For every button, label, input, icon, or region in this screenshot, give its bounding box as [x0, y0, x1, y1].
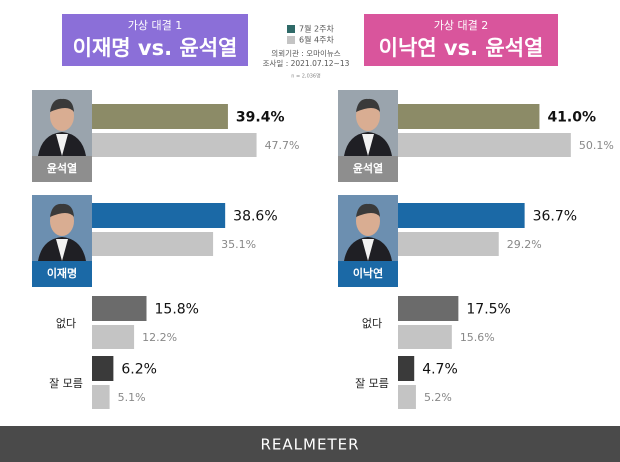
bar: [92, 296, 147, 321]
candidate-box: [338, 156, 398, 182]
legend-swatch: [287, 36, 295, 44]
sample-size: n = 2,036명: [291, 73, 320, 80]
value-label: 12.2%: [142, 331, 177, 344]
category-label: 잘 모름: [355, 377, 389, 390]
legend-label: 7월 2주차: [299, 24, 334, 34]
bar: [398, 104, 540, 129]
chart-subtitle: 가상 대결 1: [128, 19, 182, 32]
footer-brand: REALMETER: [261, 436, 360, 454]
value-label: 6.2%: [121, 362, 157, 378]
value-label: 5.2%: [424, 391, 452, 404]
source: 조사일 : 2021.07.12~13: [263, 59, 350, 68]
value-label: 17.5%: [466, 302, 510, 318]
header-box: [62, 14, 248, 66]
bar: [92, 356, 114, 381]
category-label: 잘 모름: [49, 377, 83, 390]
photo-shirt: [56, 239, 68, 261]
photo-hair: [50, 203, 74, 217]
candidate-box: [338, 261, 398, 287]
value-label: 35.1%: [221, 238, 256, 251]
candidate-box: [32, 261, 92, 287]
legend-label: 6월 4주차: [299, 35, 334, 45]
photo-hair: [356, 203, 380, 217]
value-label: 29.2%: [507, 238, 542, 251]
photo-hair: [356, 98, 380, 112]
bar: [92, 133, 257, 157]
footer-band: [0, 426, 620, 462]
bar: [398, 325, 452, 349]
bar: [398, 296, 459, 321]
bar: [398, 356, 415, 381]
value-label: 47.7%: [265, 139, 300, 152]
bar: [92, 232, 214, 256]
header-box: [364, 14, 558, 66]
value-label: 5.1%: [118, 391, 146, 404]
category-label: 없다: [56, 317, 76, 330]
bar: [398, 232, 499, 256]
value-label: 15.6%: [460, 331, 495, 344]
category-label: 윤석열: [353, 161, 383, 175]
bar: [398, 203, 525, 228]
bar: [398, 133, 571, 157]
legend-swatch: [287, 25, 295, 33]
bar: [92, 325, 135, 349]
value-label: 4.7%: [422, 362, 458, 378]
bar: [398, 385, 416, 409]
chart-title: 이낙연 vs. 윤석열: [379, 36, 544, 60]
category-label: 이재명: [47, 266, 77, 280]
value-label: 38.6%: [233, 209, 277, 225]
candidate-box: [32, 156, 92, 182]
source: 의뢰기관 : 오마이뉴스: [271, 48, 340, 58]
category-label: 이낙연: [353, 266, 383, 280]
value-label: 39.4%: [236, 110, 285, 126]
category-label: 없다: [362, 317, 382, 330]
bar: [92, 104, 228, 129]
photo-shirt: [362, 239, 374, 261]
bar: [92, 203, 226, 228]
chart-title: 이재명 vs. 윤석열: [73, 36, 238, 60]
value-label: 50.1%: [579, 139, 614, 152]
photo-shirt: [362, 134, 374, 156]
bar: [92, 385, 110, 409]
value-label: 36.7%: [533, 209, 577, 225]
value-label: 41.0%: [547, 110, 596, 126]
photo-hair: [50, 98, 74, 112]
value-label: 15.8%: [155, 302, 199, 318]
chart-subtitle: 가상 대결 2: [434, 19, 488, 32]
category-label: 윤석열: [47, 161, 77, 175]
photo-shirt: [56, 134, 68, 156]
